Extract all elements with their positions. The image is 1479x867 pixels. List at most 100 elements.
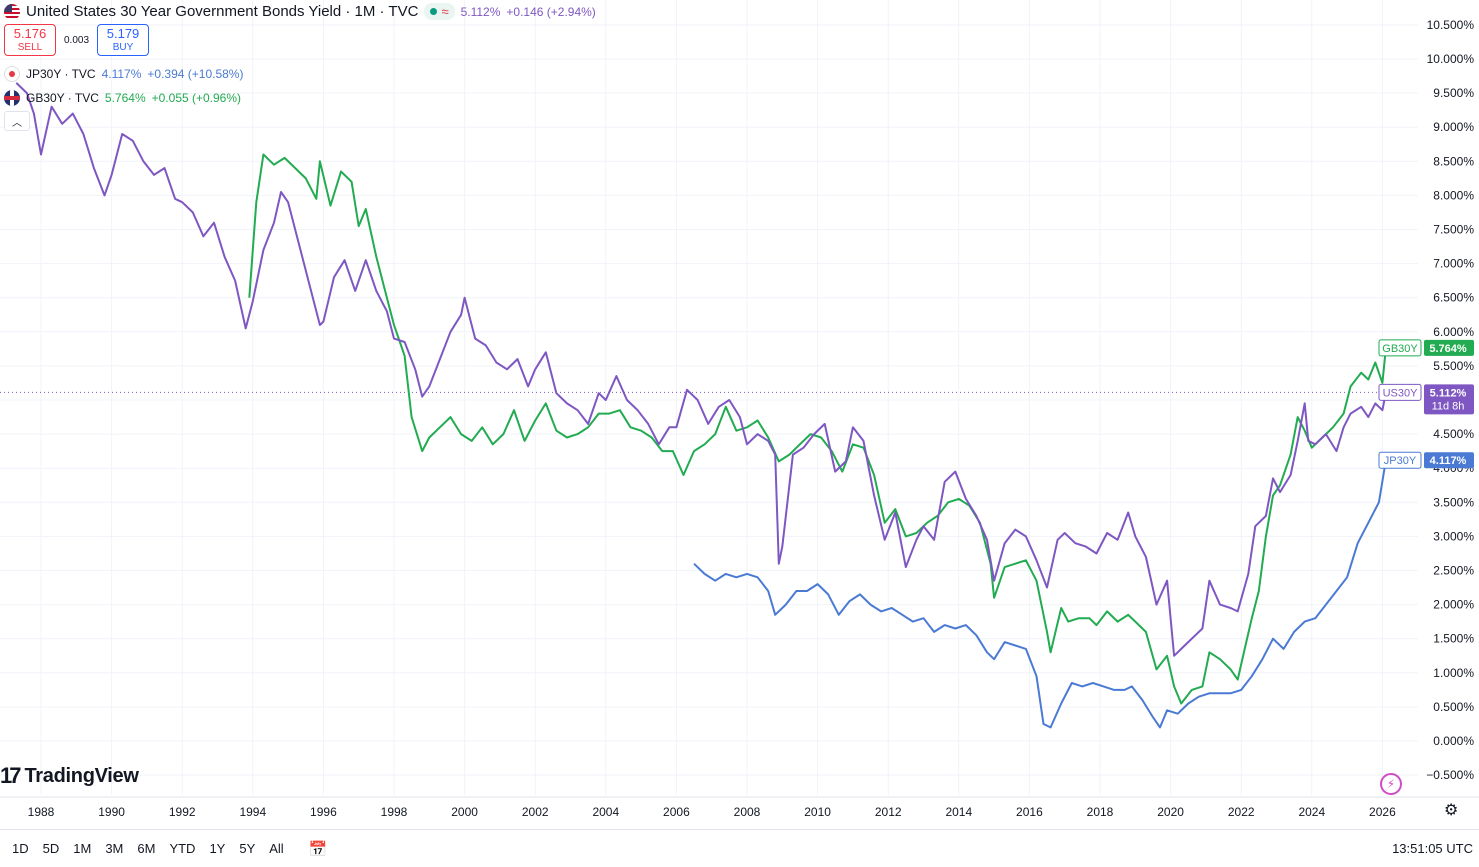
delayed-data-icon: ≈: [441, 4, 449, 19]
axes: −0.500% 0.000% 0.500% 1.000% 1.500% 2.000% 2.5…: [0, 18, 1479, 819]
x-tick-label: 1994: [239, 805, 266, 819]
main-series-row: United States 30 Year Government Bonds Y…: [4, 3, 596, 20]
last-value-tag: [1424, 384, 1474, 415]
jp-flag-icon: [4, 66, 20, 82]
x-tick-label: 1998: [381, 805, 408, 819]
logo-mark: 17: [0, 763, 22, 788]
gear-icon[interactable]: ⚙: [1444, 802, 1459, 819]
x-tick-label: 2008: [734, 805, 761, 819]
trade-buttons: 5.176 SELL 0.003 5.179 BUY: [4, 24, 596, 56]
calendar-icon[interactable]: 📅: [308, 840, 328, 858]
tradingview-logo[interactable]: 17 TradingView: [0, 763, 139, 789]
last-value-text: 4.117%: [1430, 455, 1467, 467]
x-tick-label: 2026: [1369, 805, 1396, 819]
range-5y[interactable]: 5Y: [239, 841, 256, 856]
y-tick-label: 3.500%: [1433, 495, 1474, 509]
jp-change: +0.394 (+10.58%): [147, 67, 244, 81]
x-tick-label: 1990: [98, 805, 125, 819]
last-value-text: 5.112%: [1430, 387, 1467, 399]
x-tick-label: 2012: [875, 805, 902, 819]
y-tick-label: 7.500%: [1433, 223, 1474, 237]
series-line-us30y: [15, 82, 1387, 657]
gb-symbol: GB30Y · TVC: [26, 91, 99, 105]
chevron-up-icon[interactable]: ︿: [4, 111, 30, 131]
series-lines: [15, 82, 1387, 729]
buy-label: BUY: [112, 42, 134, 53]
series-name-tag-text: GB30Y: [1382, 343, 1418, 355]
y-tick-label: 1.500%: [1433, 632, 1474, 646]
series-name-tag: [1378, 383, 1422, 401]
market-status-badge[interactable]: ≈: [424, 3, 455, 20]
y-tick-label: 8.000%: [1433, 188, 1474, 202]
y-tick-label: 10.000%: [1427, 52, 1475, 66]
buy-button[interactable]: 5.179 BUY: [97, 24, 150, 56]
y-tick-label: −0.500%: [1426, 768, 1474, 782]
chart-legend: United States 30 Year Government Bonds Y…: [4, 3, 596, 131]
x-tick-label: 1988: [28, 805, 55, 819]
range-all[interactable]: All: [269, 841, 284, 856]
y-tick-label: 7.000%: [1433, 257, 1474, 271]
gb-flag-icon: [4, 90, 20, 106]
x-tick-label: 2020: [1157, 805, 1184, 819]
x-tick-label: 2022: [1228, 805, 1255, 819]
last-value-text: 5.764%: [1429, 343, 1467, 355]
y-tick-label: 4.500%: [1433, 427, 1474, 441]
range-1m[interactable]: 1M: [73, 841, 92, 856]
bottom-toolbar: 1D 5D 1M 3M 6M YTD 1Y 5Y All 📅 13:51:05 …: [0, 829, 1479, 867]
y-tick-label: 8.500%: [1433, 154, 1474, 168]
x-tick-label: 2004: [592, 805, 619, 819]
logo-text: TradingView: [24, 764, 139, 787]
series-line-gb30y: [248, 153, 1387, 705]
range-3m[interactable]: 3M: [105, 841, 124, 856]
jp-legend-row[interactable]: JP30Y · TVC 4.117% +0.394 (+10.58%): [4, 66, 596, 82]
y-tick-label: 5.500%: [1433, 359, 1474, 373]
series-name-tag: [1378, 451, 1422, 469]
y-tick-label: 9.500%: [1433, 86, 1474, 100]
series-name-tag: [1378, 339, 1422, 357]
last-value-tag: [1424, 452, 1474, 469]
range-1d[interactable]: 1D: [12, 841, 29, 856]
y-tick-label: 2.500%: [1433, 564, 1474, 578]
range-ytd[interactable]: YTD: [169, 841, 196, 856]
us-change: +0.146 (+2.94%): [506, 4, 596, 19]
sell-button[interactable]: 5.176 SELL: [4, 24, 56, 56]
x-tick-label: 1996: [310, 805, 337, 819]
countdown-text: 11d 8h: [1432, 400, 1465, 412]
y-tick-label: 2.000%: [1433, 598, 1474, 612]
range-6m[interactable]: 6M: [137, 841, 156, 856]
lightning-icon[interactable]: ⚡: [1380, 773, 1402, 795]
y-tick-label: 6.500%: [1433, 291, 1474, 305]
clock-display: 13:51:05 UTC: [1392, 841, 1473, 856]
sell-label: SELL: [17, 42, 43, 53]
range-1y[interactable]: 1Y: [209, 841, 226, 856]
y-tick-label: 3.000%: [1433, 529, 1474, 543]
series-name-tag-text: JP30Y: [1384, 455, 1417, 467]
x-tick-label: 2010: [804, 805, 831, 819]
x-tick-label: 2000: [451, 805, 478, 819]
sell-price: 5.176: [13, 26, 47, 41]
last-value-labels: GB30Y 5.764% JP30Y 4.117% US30Y 5.112%11d 8h: [1378, 339, 1474, 469]
y-tick-label: 9.000%: [1433, 120, 1474, 134]
jp-symbol: JP30Y · TVC: [26, 67, 96, 81]
x-tick-label: 2016: [1016, 805, 1043, 819]
y-tick-label: 10.500%: [1427, 18, 1475, 32]
buy-price: 5.179: [106, 26, 140, 41]
x-tick-label: 2024: [1298, 805, 1325, 819]
status-dot-icon: [430, 8, 438, 15]
range-5d[interactable]: 5D: [42, 841, 60, 856]
x-tick-label: 2006: [663, 805, 690, 819]
gb-legend-row[interactable]: GB30Y · TVC 5.764% +0.055 (+0.96%): [4, 90, 596, 106]
x-tick-label: 2002: [522, 805, 549, 819]
last-value-tag: [1424, 339, 1474, 356]
x-tick-label: 2014: [945, 805, 972, 819]
x-tick-label: 1992: [169, 805, 196, 819]
spread-value: 0.003: [64, 34, 90, 46]
y-tick-label: 0.500%: [1433, 700, 1474, 714]
y-tick-label: 0.000%: [1433, 734, 1474, 748]
grid: [0, 0, 1418, 795]
chart-title: United States 30 Year Government Bonds Y…: [26, 3, 419, 20]
jp-value: 4.117%: [101, 67, 142, 81]
gb-change: +0.055 (+0.96%): [151, 91, 242, 105]
series-name-tag-text: US30Y: [1383, 387, 1419, 399]
